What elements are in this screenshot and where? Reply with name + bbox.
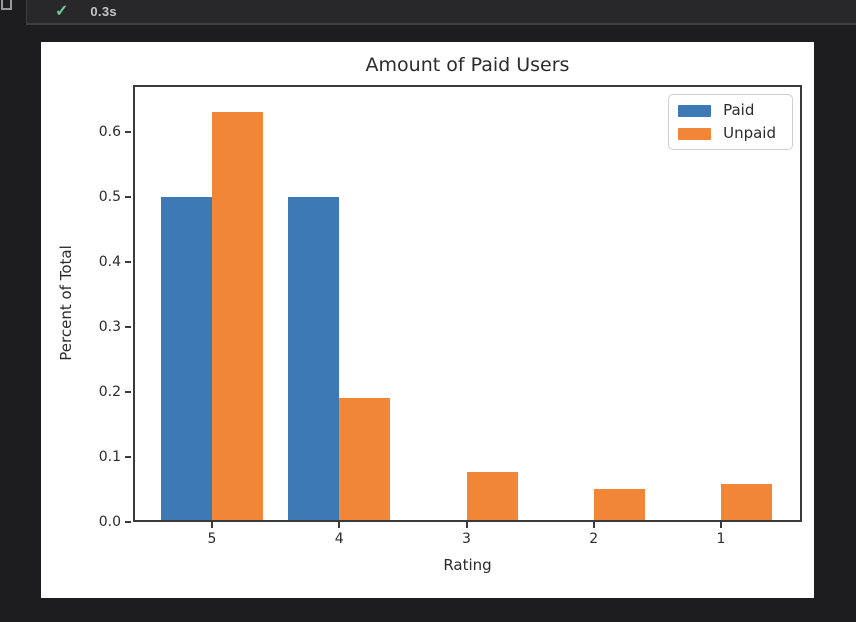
y-tick-mark xyxy=(125,455,131,458)
y-tick-mark xyxy=(125,195,131,198)
cell-collapse-indicator[interactable] xyxy=(1,0,12,10)
x-tick-mark xyxy=(465,522,468,528)
bar-unpaid-rating-2 xyxy=(593,488,645,522)
legend-swatch-icon xyxy=(678,127,712,140)
execution-time: 0.3s xyxy=(90,4,117,19)
bar-unpaid-rating-1 xyxy=(721,484,772,522)
chart-figure: Amount of Paid Users Percent of Total 0.… xyxy=(41,42,814,598)
x-tick-mark xyxy=(338,522,341,528)
bar-unpaid-rating-5 xyxy=(212,112,263,522)
x-axis-label: Rating xyxy=(443,556,492,574)
bar-paid-rating-4 xyxy=(288,196,340,522)
y-tick-label: 0.3 xyxy=(98,318,121,335)
bar-unpaid-rating-3 xyxy=(466,471,518,522)
plot-area: 0.0 0.1 0.2 0.3 0.4 0.5 0.6 5 4 3 2 1 Rating Paid U… xyxy=(99,85,802,574)
check-icon: ✓ xyxy=(55,2,69,20)
bar-paid-rating-5 xyxy=(161,196,212,522)
legend-entry: Unpaid xyxy=(678,126,776,141)
x-tick-mark xyxy=(592,522,595,528)
y-tick-label: 0.6 xyxy=(98,123,121,140)
y-tick-label: 0.4 xyxy=(98,253,121,270)
y-axis-label: Percent of Total xyxy=(57,245,75,361)
legend-label: Unpaid xyxy=(723,124,776,142)
x-tick-mark xyxy=(720,522,722,528)
legend-swatch-icon xyxy=(678,104,712,117)
x-tick-label: 4 xyxy=(334,531,344,547)
y-tick-mark xyxy=(125,325,131,328)
legend-entry: Paid xyxy=(678,103,776,118)
y-tick-label: 0.5 xyxy=(98,188,121,205)
x-tick-label: 3 xyxy=(462,531,471,547)
x-tick-mark xyxy=(211,522,213,528)
y-tick-label: 0.1 xyxy=(98,448,121,465)
cell-status-bar: ✓ 0.3s xyxy=(26,0,856,25)
legend: Paid Unpaid xyxy=(668,94,793,150)
y-tick-mark xyxy=(125,130,131,133)
y-tick-mark xyxy=(125,260,131,263)
chart-title: Amount of Paid Users xyxy=(365,54,570,76)
x-tick-label: 2 xyxy=(589,531,599,547)
x-tick-label: 5 xyxy=(207,531,217,547)
y-tick-mark xyxy=(125,390,131,393)
y-tick-label: 0.2 xyxy=(98,383,121,400)
y-tick-mark xyxy=(125,521,131,523)
y-tick-label: 0.0 xyxy=(98,514,121,530)
bars-layer xyxy=(133,85,802,522)
legend-label: Paid xyxy=(723,101,755,119)
bar-unpaid-rating-4 xyxy=(339,398,391,522)
x-tick-label: 1 xyxy=(716,531,726,547)
